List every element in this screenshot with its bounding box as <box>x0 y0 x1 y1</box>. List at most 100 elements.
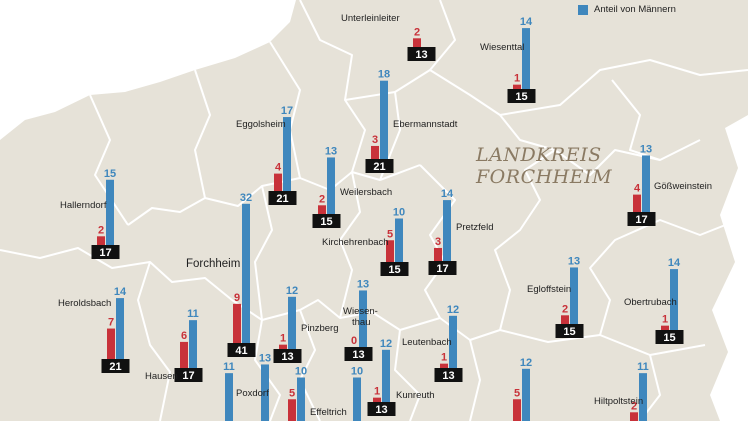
total-box-hallerndorf <box>91 245 120 259</box>
women-value-obertrubach: 1 <box>662 314 668 326</box>
total-box-leutenbach <box>434 368 463 382</box>
bar-group-pretzfeld: 3 14 17 <box>428 188 457 275</box>
men-value-kunreuth: 12 <box>380 338 392 350</box>
men-bar-effeltrich <box>297 377 305 421</box>
men-bar-kunreuth <box>382 349 390 402</box>
women-value-eggolsheim: 4 <box>275 162 282 174</box>
municipality-border-10 <box>469 339 481 421</box>
bar-group-poxdorf: 11 <box>223 361 235 421</box>
municipality-label-heroldsbach: Heroldsbach <box>58 298 112 309</box>
men-bar-heroldsbach <box>116 298 124 359</box>
men-bar-eggolsheim <box>283 117 291 191</box>
women-bar-forchheim <box>233 303 241 343</box>
municipality-border-3 <box>231 299 706 356</box>
women-bar-hausen <box>180 341 188 368</box>
municipality-label-wiesenthau: Wiesen-thau <box>343 306 378 328</box>
men-bar-kirchehrenbach <box>395 218 403 262</box>
total-value-heroldsbach: 21 <box>109 361 121 373</box>
bar-group-unnamed-22: 10 <box>351 366 363 421</box>
municipality-label-effeltrich: Effeltrich <box>310 407 347 418</box>
total-box-ebermannstadt <box>365 159 394 173</box>
men-bar-wiesenttal <box>522 28 530 90</box>
municipality-border-21 <box>269 41 301 179</box>
women-value-hallerndorf: 2 <box>98 224 104 236</box>
district-title-line-1: LANDKREIS <box>476 144 602 166</box>
total-box-wiesenttal <box>507 89 536 103</box>
bar-markers: 2131141541721318212131541317215179324151… <box>91 16 684 421</box>
women-value-effeltrich: 5 <box>289 387 295 399</box>
total-value-ebermannstadt: 21 <box>373 161 385 173</box>
total-value-wiesenttal: 15 <box>515 91 527 103</box>
municipality-border-11 <box>494 149 556 331</box>
women-value-pretzfeld: 3 <box>435 236 441 248</box>
men-value-ebermannstadt: 18 <box>378 69 390 81</box>
bar-group-effeltrich: 510 <box>288 366 307 421</box>
legend-men-swatch <box>578 4 588 15</box>
municipality-label-line: thau <box>352 317 371 328</box>
total-box-egloffstein <box>555 324 584 338</box>
municipality-label-ebermannstadt: Ebermannstadt <box>393 119 458 130</box>
total-value-pinzberg: 13 <box>281 351 293 363</box>
municipality-label-weilersbach: Weilersbach <box>340 187 393 198</box>
municipality-border-13 <box>589 219 739 336</box>
bar-group-pinzberg: 1 12 13 <box>273 285 302 363</box>
total-box-weilersbach <box>312 214 341 228</box>
women-value-wiesenthau: 0 <box>351 335 357 347</box>
men-bar-ebermannstadt <box>380 80 388 159</box>
municipality-label-hiltpoltstein: Hiltpoltstein <box>594 396 644 407</box>
men-value-leutenbach: 12 <box>447 304 459 316</box>
women-bar-egloffstein <box>561 315 569 324</box>
municipality-border-4 <box>137 261 171 421</box>
total-value-hausen: 17 <box>182 370 194 382</box>
women-bar-hallerndorf <box>97 236 105 245</box>
women-value-hausen: 6 <box>181 330 187 342</box>
bar-group-weilersbach: 2 13 15 <box>312 145 341 228</box>
municipality-label-poxdorf: Poxdorf <box>236 388 269 399</box>
bar-group-wiesenthau: 0 13 13 <box>344 278 373 361</box>
men-value-heroldsbach: 14 <box>114 286 127 298</box>
men-bar-hallerndorf <box>106 179 114 245</box>
men-value-wiesenttal: 14 <box>520 16 533 28</box>
women-bar-ebermannstadt <box>371 145 379 159</box>
women-value-hiltpoltstein: 2 <box>631 400 637 412</box>
municipality-label-kunreuth: Kunreuth <box>396 390 435 401</box>
municipality-border-7 <box>339 171 361 319</box>
women-bar-hiltpoltstein <box>630 412 638 421</box>
men-value-unnamed-23: 12 <box>520 357 532 369</box>
men-value-obertrubach: 14 <box>668 257 681 269</box>
men-value-wiesenthau: 13 <box>357 278 369 290</box>
men-bar-weilersbach <box>327 157 335 214</box>
women-value-forchheim: 9 <box>234 292 240 304</box>
men-bar-pinzberg <box>288 296 296 349</box>
municipality-label-unterleinleiter: Unterleinleiter <box>341 13 400 24</box>
women-bar-unterleinleiter <box>413 38 421 47</box>
bar-group-unterleinleiter: 2 13 <box>407 26 436 61</box>
men-value-goessweinstein: 13 <box>640 143 652 155</box>
men-value-weilersbach: 13 <box>325 145 337 157</box>
bar-group-kirchehrenbach: 510 15 <box>380 207 409 276</box>
total-value-egloffstein: 15 <box>563 326 575 338</box>
municipality-border-15 <box>299 0 366 173</box>
women-value-egloffstein: 2 <box>562 303 568 315</box>
bar-group-hallerndorf: 2 15 17 <box>91 168 120 259</box>
bar-group-hausen: 611 17 <box>174 308 203 382</box>
total-box-forchheim <box>227 343 256 357</box>
total-value-goessweinstein: 17 <box>635 214 647 226</box>
municipality-border-6 <box>299 309 321 421</box>
men-bar-unnamed-23 <box>522 368 530 421</box>
men-value-unnamed-21: 13 <box>259 352 271 364</box>
total-box-goessweinstein <box>627 212 656 226</box>
municipality-label-hausen: Hausen <box>145 371 178 382</box>
total-box-kunreuth <box>367 402 396 416</box>
bar-group-eggolsheim: 4 17 21 <box>268 105 297 205</box>
district-title: LANDKREIS FORCHHEIM <box>476 144 612 188</box>
women-value-pinzberg: 1 <box>280 333 286 345</box>
bar-group-unnamed-21: 13 <box>259 352 271 421</box>
women-bar-effeltrich <box>288 399 296 421</box>
women-bar-wiesenttal <box>513 84 521 89</box>
total-box-kirchehrenbach <box>380 262 409 276</box>
municipality-label-line: Wiesen- <box>343 306 378 317</box>
men-value-hiltpoltstein: 11 <box>637 361 649 373</box>
bar-group-hiltpoltstein: 2 11 <box>630 361 649 421</box>
bar-group-leutenbach: 1 12 13 <box>434 304 463 382</box>
